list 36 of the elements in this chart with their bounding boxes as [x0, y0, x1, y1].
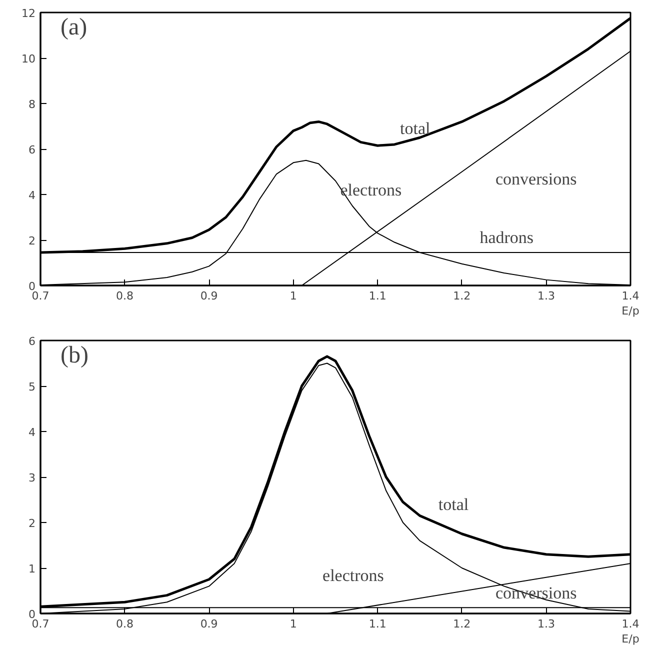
x-tick-label: 1.1	[368, 618, 386, 630]
y-tick-label: 4	[28, 426, 36, 439]
x-axis-title: E/p	[622, 304, 640, 318]
x-tick-label: 0.8	[116, 618, 134, 630]
y-tick-label: 4	[28, 189, 36, 202]
y-tick-label: 2	[28, 234, 36, 248]
y-tick-label: 1	[28, 562, 36, 576]
y-tick-label: 3	[28, 472, 36, 484]
annotation: electrons	[322, 566, 384, 585]
y-tick-label: 10	[22, 52, 36, 66]
annotation: total	[438, 494, 469, 514]
annotation: electrons	[340, 180, 402, 200]
x-tick-label: 1.3	[537, 290, 555, 302]
chart-title: (a)	[60, 14, 88, 40]
y-tick-label: 12	[22, 7, 36, 20]
y-tick-label: 8	[28, 98, 36, 111]
x-tick-label: 0.9	[200, 618, 218, 630]
y-tick-label: 5	[28, 380, 36, 394]
chart-title: (b)	[60, 342, 88, 368]
x-tick-label: 0.8	[116, 290, 134, 302]
x-tick-label: 1.2	[453, 290, 471, 302]
x-tick-label: 0.9	[200, 290, 218, 302]
x-tick-label: 1.2	[453, 618, 471, 630]
y-tick-label: 2	[28, 517, 36, 530]
annotation: total	[400, 119, 431, 138]
x-tick-label: 1.3	[537, 618, 555, 630]
x-tick-label: 1	[290, 290, 297, 302]
x-tick-label: 1.4	[622, 618, 640, 630]
y-tick-label: 6	[28, 335, 36, 348]
annotation: hadrons	[480, 228, 534, 248]
x-axis-title: E/p	[622, 632, 640, 646]
x-tick-label: 1.1	[368, 290, 386, 302]
annotation: conversions	[495, 170, 577, 189]
y-tick-label: 6	[28, 144, 36, 156]
x-tick-label: 1.4	[622, 290, 640, 302]
x-tick-label: 1	[290, 618, 297, 630]
